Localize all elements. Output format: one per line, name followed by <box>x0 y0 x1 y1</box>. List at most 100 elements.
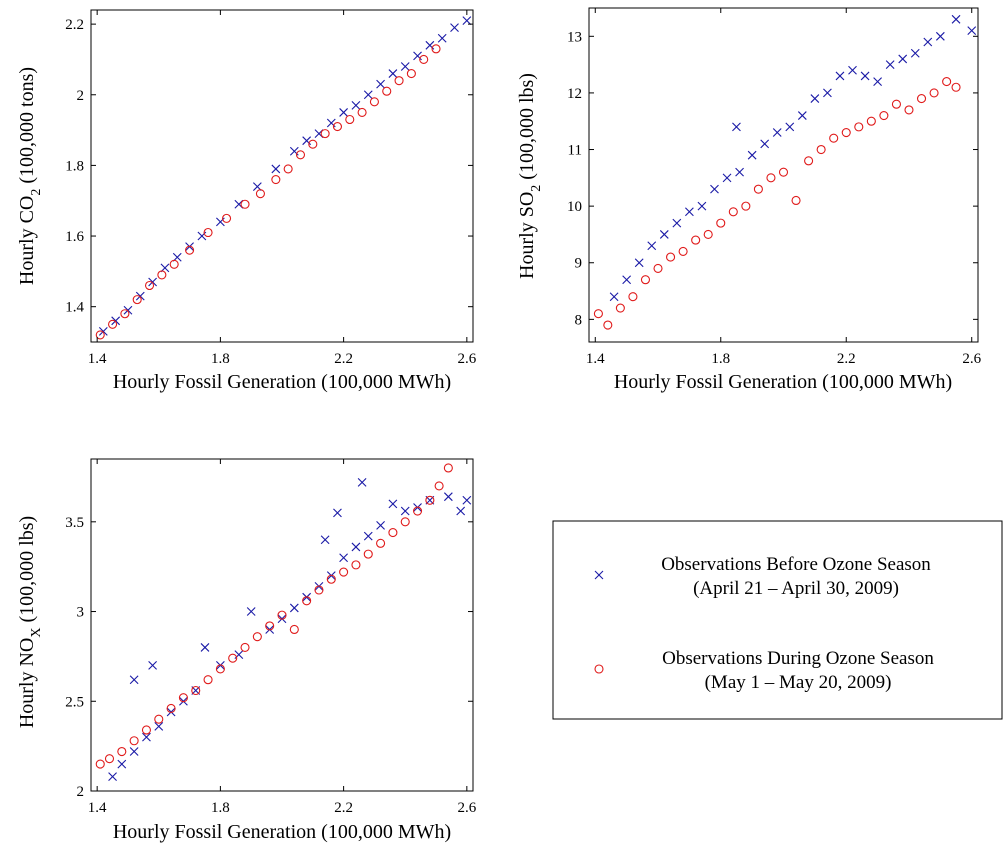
nox-during-point-9 <box>203 675 213 685</box>
co2-x-tick-label: 2.6 <box>457 351 476 367</box>
so2-y-tick-label: 11 <box>568 143 582 159</box>
so2-during-point-29 <box>951 82 961 92</box>
legend: Observations Before Ozone Season (April … <box>552 520 1003 720</box>
nox-during-point-8 <box>191 685 201 696</box>
co2-during-point-21 <box>382 86 392 96</box>
nox-during-point-18 <box>314 585 324 595</box>
nox-during-point-12 <box>240 642 250 652</box>
nox-before-point-4 <box>154 722 164 731</box>
so2-before-point-22 <box>885 60 895 69</box>
co2-y-axis-label: Hourly CO2 (100,000 tons) <box>16 67 44 285</box>
nox-y-tick-label: 2 <box>77 784 85 800</box>
so2-x-tick-label: 2.6 <box>962 351 981 367</box>
so2-y-tick-label: 8 <box>575 312 583 328</box>
so2-before-point-16 <box>810 94 820 103</box>
so2-during-point-24 <box>891 99 901 109</box>
so2-during-point-6 <box>666 252 676 262</box>
nox-y-axis-label: Hourly NOX (100,000 lbs) <box>16 516 44 728</box>
co2-before-point-13 <box>289 146 299 156</box>
co2-before-point-8 <box>197 231 207 241</box>
co2-before-point-21 <box>388 69 398 78</box>
co2-plot-frame <box>90 9 474 343</box>
so2-during-point-2 <box>615 303 625 313</box>
so2-x-axis-label: Hourly Fossil Generation (100,000 MWh) <box>614 371 952 393</box>
nox-during-point-29 <box>443 463 453 473</box>
so2-during-point-14 <box>766 173 776 183</box>
so2-before-point-25 <box>923 37 933 47</box>
nox-x-tick-label: 2.6 <box>457 800 476 816</box>
so2-during-point-9 <box>703 229 713 239</box>
legend-before-line2: (April 21 – April 30, 2009) <box>693 578 899 599</box>
nox-before-point-26 <box>388 499 398 509</box>
nox-y-tick-label: 3 <box>77 605 85 621</box>
nox-during-point-15 <box>277 610 287 620</box>
nox-before-point-2 <box>129 747 139 756</box>
nox-during-point-21 <box>351 560 361 570</box>
nox-during-point-19 <box>326 574 336 584</box>
nox-during-point-1 <box>104 754 115 764</box>
so2-y-axis-label: Hourly SO2 (100,000 lbs) <box>516 73 544 279</box>
nox-data-points <box>95 463 472 782</box>
co2-during-point-12 <box>271 174 281 185</box>
co2-x-axis-label: Hourly Fossil Generation (100,000 MWh) <box>113 371 451 393</box>
nox-during-point-10 <box>215 664 225 674</box>
co2-before-point-20 <box>376 79 385 89</box>
nox-during-point-20 <box>339 567 349 577</box>
co2-y-tick-label: 2.2 <box>65 17 84 33</box>
nox-chart: 1.4 1.8 2.2 2.6 2 2.5 3 3.5 Hourly Fossil Gener… <box>16 458 477 843</box>
nox-during-point-24 <box>388 528 398 538</box>
nox-before-point-21 <box>333 508 342 518</box>
nox-before-point-1 <box>117 759 127 769</box>
so2-during-point-7 <box>678 246 688 256</box>
nox-during-point-17 <box>302 596 312 606</box>
so2-before-point-14 <box>785 122 795 132</box>
so2-during-point-19 <box>829 133 839 143</box>
so2-before-point-5 <box>672 218 682 228</box>
co2-before-point-25 <box>437 33 447 43</box>
so2-y-tick-label: 9 <box>575 256 583 272</box>
co2-before-point-9 <box>215 217 225 227</box>
so2-x-tick-label: 1.4 <box>586 351 605 367</box>
so2-before-point-29 <box>732 122 741 132</box>
co2-x-tick-label: 2.2 <box>334 351 353 367</box>
so2-before-point-3 <box>647 241 657 251</box>
co2-during-point-7 <box>185 245 195 255</box>
so2-before-point-1 <box>622 275 632 285</box>
so2-during-point-12 <box>741 201 751 211</box>
co2-during-point-5 <box>157 270 167 280</box>
nox-plot-frame <box>90 458 474 792</box>
so2-before-point-13 <box>772 128 782 137</box>
co2-before-point-24 <box>425 40 435 50</box>
co2-during-point-20 <box>369 97 379 107</box>
co2-during-point-0 <box>95 330 105 340</box>
so2-during-point-1 <box>603 320 613 330</box>
nox-before-point-8 <box>129 675 139 685</box>
nox-during-point-5 <box>154 714 164 724</box>
legend-box <box>552 520 1003 720</box>
so2-during-point-28 <box>942 77 952 87</box>
so2-before-point-12 <box>760 139 770 149</box>
so2-before-point-7 <box>697 201 707 211</box>
so2-data-points <box>593 14 977 330</box>
nox-before-point-0 <box>108 772 117 782</box>
so2-during-point-3 <box>628 292 638 302</box>
nox-before-point-32 <box>462 495 472 505</box>
co2-before-point-16 <box>326 118 336 128</box>
nox-before-point-33 <box>357 477 367 487</box>
co2-during-point-8 <box>203 227 213 238</box>
co2-before-point-22 <box>400 62 410 71</box>
so2-during-point-25 <box>904 105 914 115</box>
so2-during-point-5 <box>653 263 663 273</box>
so2-during-point-21 <box>854 122 864 132</box>
co2-y-axis-label-suffix: (100,000 tons) <box>16 67 38 189</box>
nox-during-point-28 <box>434 481 444 491</box>
nox-y-axis-label-suffix: (100,000 lbs) <box>16 516 38 628</box>
so2-during-point-18 <box>816 144 826 155</box>
co2-chart: 1.4 1.8 2.2 2.6 1.4 1.6 1.8 2 2.2 Hourly Fossil … <box>16 9 477 393</box>
nox-during-point-23 <box>376 538 386 548</box>
co2-ticks: 1.4 1.8 2.2 2.6 1.4 1.6 1.8 2 2.2 <box>65 10 477 367</box>
nox-before-point-10 <box>200 643 210 652</box>
co2-x-tick-label: 1.8 <box>211 351 230 367</box>
nox-during-point-27 <box>425 495 435 505</box>
co2-y-tick-label: 2 <box>77 88 85 104</box>
